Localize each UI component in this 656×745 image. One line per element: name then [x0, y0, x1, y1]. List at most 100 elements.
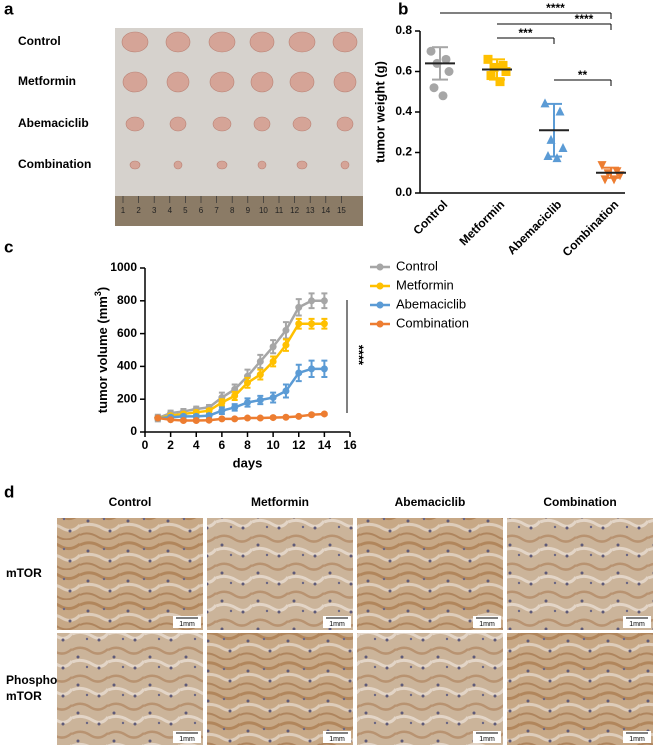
significance-bracket: [497, 23, 612, 30]
scale-label: 1mm: [179, 736, 195, 743]
y-tick-label: 0.6: [395, 64, 412, 78]
data-point: [444, 67, 454, 76]
y-tick-label: 1000: [110, 260, 137, 274]
scale-box: [323, 731, 351, 743]
panel-label: b: [398, 0, 408, 18]
data-point: [269, 414, 277, 422]
tumor: [166, 71, 190, 93]
data-point: [282, 413, 290, 421]
ruler-number: 8: [230, 206, 235, 215]
tumor: [288, 31, 316, 53]
tumor: [173, 160, 183, 170]
tumor: [257, 160, 267, 170]
tumor: [129, 160, 141, 170]
row-label: Metformin: [18, 74, 76, 88]
ruler-number: 14: [321, 206, 330, 215]
data-point: [320, 410, 328, 418]
ruler-number: 10: [259, 206, 268, 215]
scale-box: [323, 616, 351, 628]
data-point: [269, 343, 277, 351]
legend-label: Control: [396, 258, 438, 273]
x-tick-label: 2: [167, 438, 174, 452]
histology-image: [57, 518, 203, 630]
tumor: [292, 116, 312, 132]
y-axis-label-part: 3: [93, 291, 103, 296]
y-tick-label: 0.0: [395, 185, 412, 199]
data-point: [429, 83, 439, 93]
x-tick-label: 12: [292, 438, 306, 452]
y-tick-label: 400: [117, 359, 137, 373]
data-point: [426, 46, 436, 56]
tumor: [208, 31, 236, 53]
data-point: [205, 416, 213, 424]
scale-box: [623, 731, 651, 743]
histology-image: [207, 518, 353, 630]
data-point: [167, 416, 175, 424]
legend-label: Combination: [396, 315, 469, 330]
y-tick-label: 0.2: [395, 145, 412, 159]
significance-bracket: [440, 12, 612, 19]
significance-bracket: [554, 79, 612, 86]
histology-image: [207, 633, 353, 745]
scale-label: 1mm: [329, 736, 345, 743]
data-point: [205, 407, 213, 415]
histology-image: [507, 518, 653, 630]
y-axis-label: tumor weight (g): [372, 61, 387, 163]
panel-label: a: [4, 0, 14, 18]
data-point: [495, 77, 505, 87]
x-tick-label: 0: [142, 438, 149, 452]
significance-label: ***: [518, 26, 532, 40]
row-label: Phospho-: [6, 673, 61, 687]
data-point: [308, 365, 316, 373]
tumor: [122, 71, 148, 93]
ruler-number: 5: [183, 206, 188, 215]
column-header: Metformin: [251, 495, 309, 509]
row-label: mTOR: [6, 689, 42, 703]
data-point: [552, 153, 562, 163]
data-point: [269, 357, 277, 365]
tumor: [250, 71, 274, 93]
ruler-number: 1: [121, 206, 126, 215]
legend-marker: [376, 301, 384, 309]
x-tick-label: 4: [193, 438, 200, 452]
data-point: [441, 54, 451, 64]
column-header: Abemaciclib: [395, 495, 466, 509]
tumor: [289, 71, 315, 93]
row-label: mTOR: [6, 566, 42, 580]
x-tick-label: 14: [318, 438, 332, 452]
tumor: [340, 160, 350, 170]
data-point: [256, 414, 264, 422]
tumor: [249, 31, 275, 53]
data-point: [244, 414, 251, 422]
scale-box: [473, 616, 501, 628]
x-tick-label: Combination: [560, 197, 622, 259]
data-point: [558, 142, 568, 152]
tumor: [336, 116, 354, 132]
y-tick-label: 800: [117, 293, 137, 307]
x-tick-label: Metformin: [456, 197, 507, 248]
data-point: [597, 161, 607, 171]
y-axis-label-part: tumor volume (mm: [95, 296, 110, 413]
y-axis-label-part: ): [95, 287, 110, 291]
legend-marker: [376, 263, 384, 271]
scale-box: [623, 616, 651, 628]
scale-label: 1mm: [629, 736, 645, 743]
y-tick-label: 200: [117, 391, 137, 405]
significance-label: ****: [546, 1, 565, 15]
y-tick-label: 0.4: [395, 104, 412, 118]
tumor: [169, 116, 187, 132]
y-tick-label: 0.8: [395, 23, 412, 37]
scale-label: 1mm: [479, 736, 495, 743]
x-tick-label: 6: [219, 438, 226, 452]
x-tick-label: 8: [244, 438, 251, 452]
scale-label: 1mm: [479, 621, 495, 628]
data-point: [320, 320, 328, 328]
data-point: [282, 326, 290, 334]
data-point: [295, 320, 303, 328]
data-point: [231, 392, 239, 400]
data-point: [489, 62, 499, 72]
tumor: [296, 160, 308, 170]
ruler-number: 15: [337, 206, 346, 215]
y-axis-label: tumor volume (mm3): [93, 287, 110, 413]
